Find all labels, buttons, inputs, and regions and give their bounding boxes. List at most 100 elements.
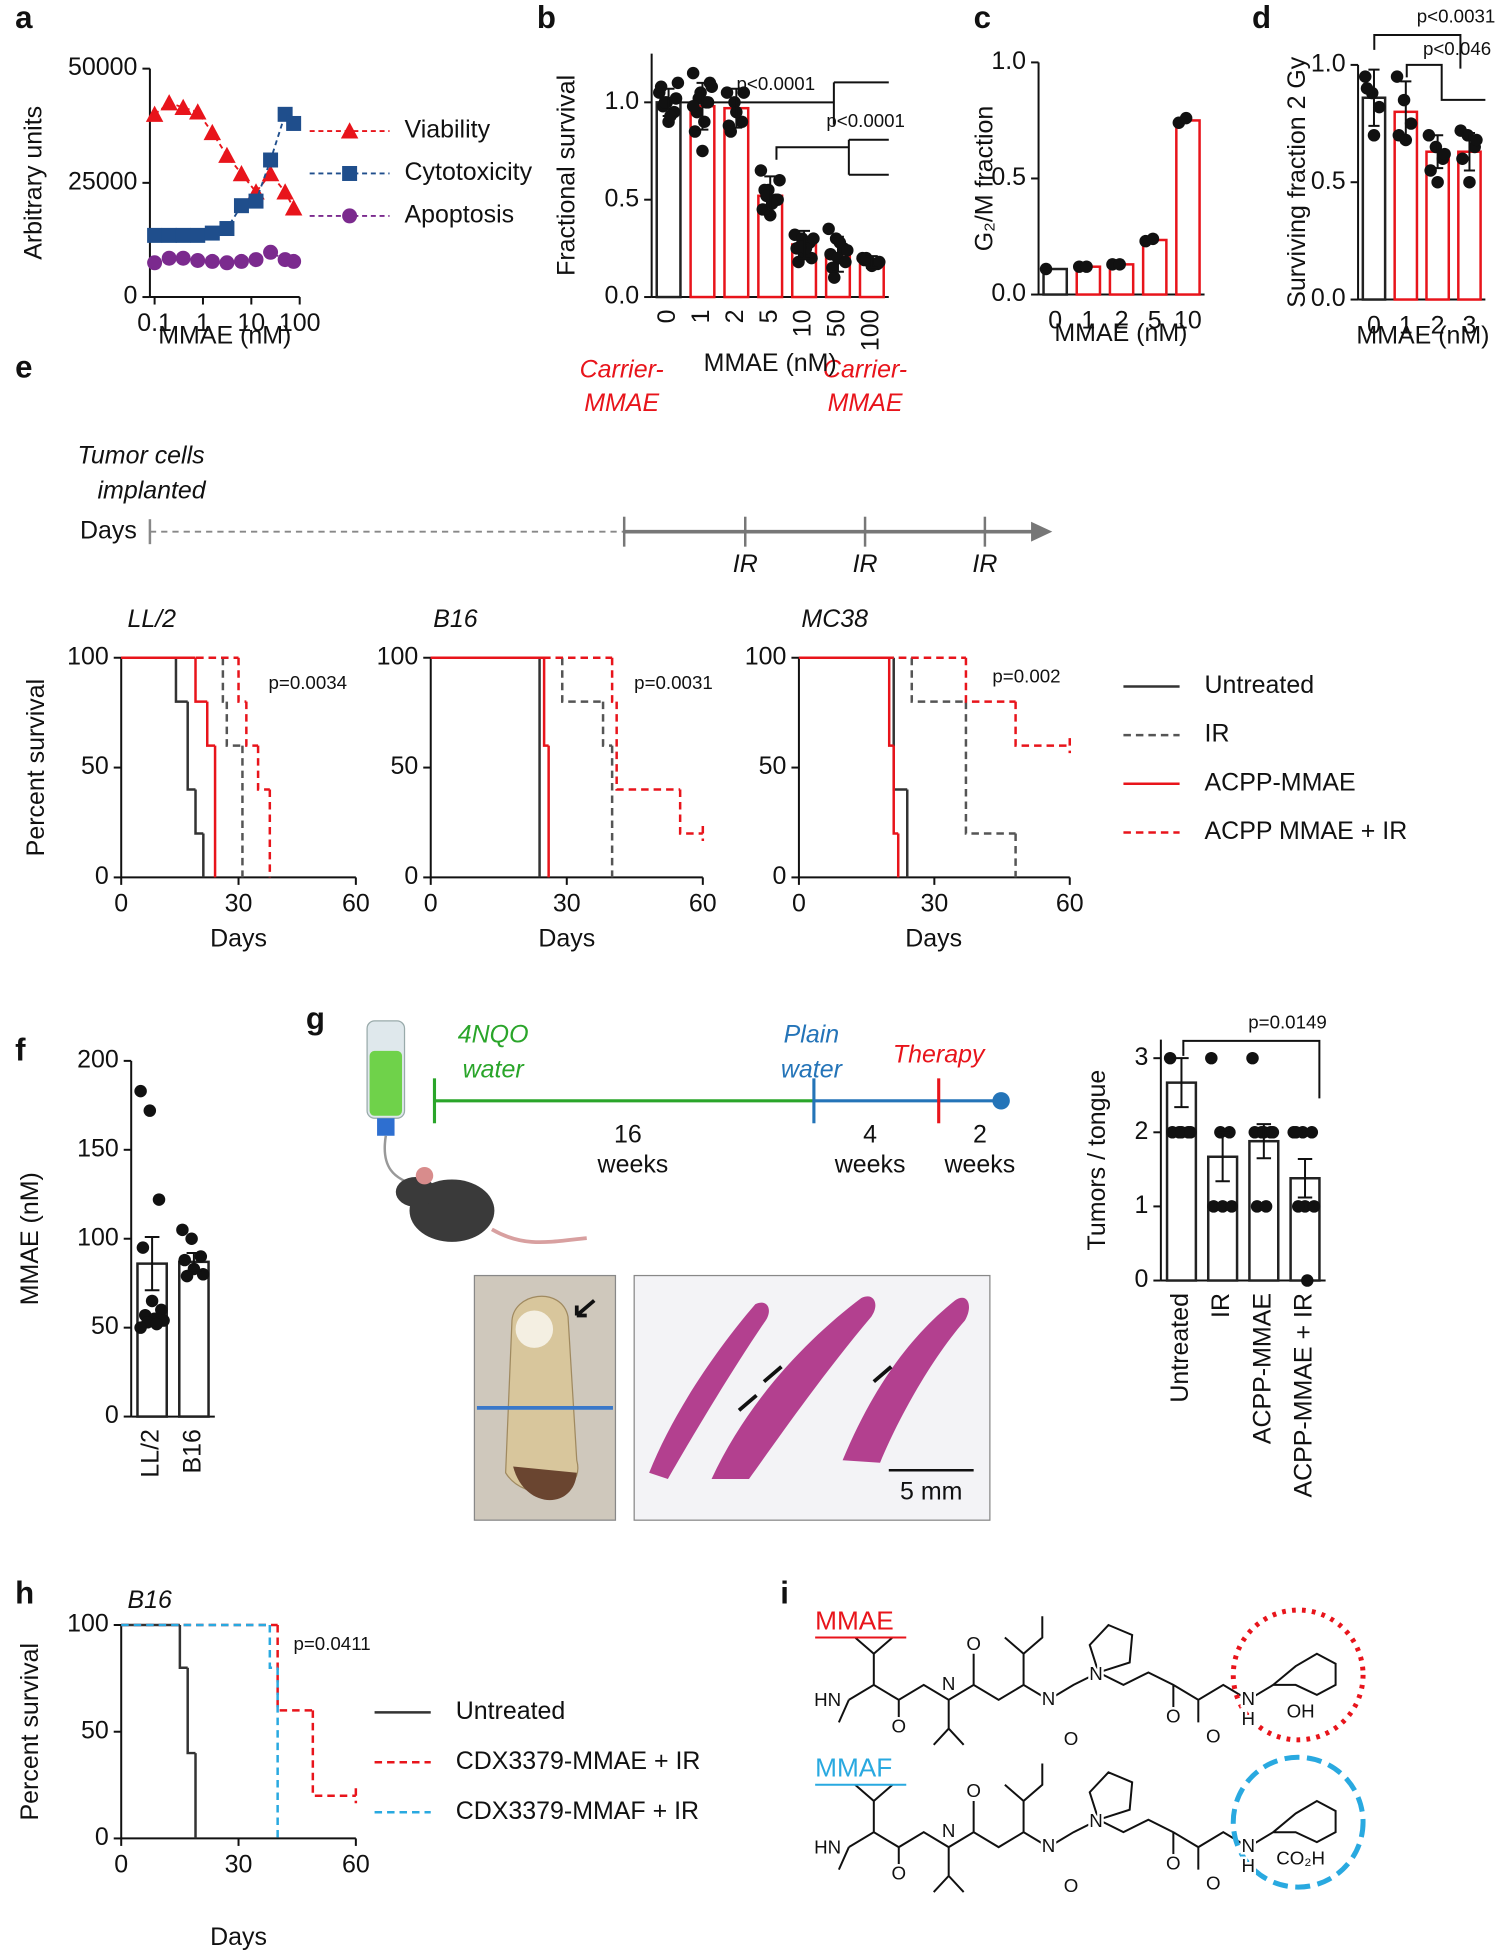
data-point: [833, 236, 847, 249]
data-point: [1367, 129, 1381, 142]
data-point: [1184, 1126, 1197, 1139]
annotation: p=0.002: [992, 666, 1060, 687]
error-bar: [1463, 131, 1476, 172]
skeleton: [837, 1616, 1337, 1746]
marker: [263, 152, 279, 168]
y-tick-label: 0.5: [604, 184, 639, 212]
data-point: [1207, 1200, 1220, 1213]
data-point: [1248, 1126, 1262, 1139]
atom-label: O: [1206, 1725, 1221, 1746]
error-bar: [1256, 1123, 1272, 1160]
data-point: [143, 1104, 157, 1117]
x-tick-label: 2: [1431, 312, 1445, 340]
bar: [1361, 96, 1387, 301]
data-point: [1305, 1126, 1319, 1139]
legend-label: CDX3379-MMAE + IR: [456, 1747, 701, 1775]
tongue: [504, 1295, 579, 1494]
x-tick-label: ACPP-MMAE + IR: [1290, 1293, 1318, 1498]
survival-step: [311, 1710, 356, 1797]
y-axis-label: MMAE (nM): [16, 1172, 44, 1305]
data-point: [1259, 1200, 1273, 1213]
significance-bracket: [1405, 63, 1486, 101]
marker: [204, 225, 220, 241]
atom-label: N: [1241, 1835, 1255, 1856]
data-point: [1397, 93, 1411, 107]
structure-name: MMAF: [815, 1753, 892, 1783]
marker: [248, 252, 264, 268]
chart: 0 50 100 0 30 60 Percent survival Days LL/2 p=0.0…: [22, 605, 1407, 953]
marker: [286, 115, 302, 131]
timeline-text: water: [781, 1055, 844, 1083]
atom-label: O: [1064, 1875, 1079, 1896]
chart-title: B16: [433, 605, 478, 633]
significance-bracket: [775, 138, 889, 176]
atom-label: O: [966, 1780, 981, 1801]
bottle-cap: [377, 1118, 395, 1136]
y-axis-label: Tumors / tongue: [1083, 1070, 1111, 1251]
x-axis-label: Days: [210, 924, 267, 952]
data-point: [1225, 1200, 1238, 1213]
x-tick-label: 0: [1048, 307, 1062, 335]
marker: [261, 164, 280, 182]
marker: [175, 250, 191, 266]
x-axis-label: MMAE (nM): [1356, 322, 1489, 350]
error-bar: [764, 175, 777, 217]
survival-step: [225, 701, 243, 747]
marker: [284, 199, 303, 216]
y-axis-label: Arbitrary units: [20, 106, 48, 260]
marker: [263, 244, 279, 260]
x-tick-label: Untreated: [1166, 1293, 1194, 1403]
bar: [1042, 267, 1069, 296]
data-point: [686, 99, 700, 113]
x-tick-label: 1: [687, 310, 715, 324]
marker: [190, 227, 206, 243]
histology: 5 mm: [633, 1274, 991, 1521]
annotation: p<0.0031: [1417, 5, 1496, 26]
survival-step: [887, 657, 894, 747]
x-tick-label: 0: [114, 889, 128, 917]
y-tick-label: 100: [77, 1223, 119, 1251]
atom-label: O: [966, 1633, 981, 1654]
data-point: [671, 76, 685, 90]
data-point: [839, 255, 852, 269]
panel-label: b: [537, 0, 556, 35]
survival-step: [910, 657, 966, 703]
x-axis-label: Days: [905, 924, 962, 952]
timeline-g: 4NQO water Plain water Therapy 16 weeks …: [366, 1020, 1015, 1245]
y-tick-label: 2: [1134, 1117, 1148, 1145]
data-point: [150, 1317, 163, 1331]
chart: 0.0 0.5 1.0 Fractional survival MMAE (nM) p<0…: [553, 53, 905, 377]
x-tick-label: 1: [196, 309, 210, 337]
error-bar: [662, 87, 675, 117]
data-point: [688, 125, 702, 138]
x-tick-label: ACPP-MMAE: [1248, 1293, 1276, 1444]
timeline-e: Tumor cells implanted Days Carrier- MMAE…: [78, 355, 1053, 578]
scale-bar-label: 5 mm: [900, 1477, 962, 1505]
data-point: [1390, 70, 1404, 83]
error-bar: [186, 1251, 202, 1272]
data-point: [654, 80, 668, 94]
chart: 0 50 100 0 30 60 Days B16 p=0.0031: [377, 605, 717, 953]
error-bar: [144, 1235, 160, 1292]
marker: [204, 253, 220, 269]
y-axis-label: G₂/M fraction: [971, 106, 999, 252]
marker: [218, 146, 236, 163]
survival-step: [194, 789, 204, 835]
timeline-text: IR: [972, 550, 997, 578]
marker: [161, 227, 177, 243]
survival-step: [178, 1625, 188, 1669]
atom-label: O: [891, 1863, 906, 1884]
marker: [342, 208, 358, 224]
timeline-text: Plain: [784, 1021, 840, 1049]
atom-label: N: [942, 1673, 956, 1694]
y-tick-label: 0: [773, 862, 787, 890]
x-tick-label: 5: [755, 310, 783, 324]
data-point: [180, 1269, 194, 1283]
y-tick-label: 50: [81, 1716, 109, 1744]
marker: [248, 193, 264, 209]
x-tick-label: 0: [424, 889, 438, 917]
legend-label: ACPP-MMAE: [1205, 768, 1356, 796]
y-axis-label: Fractional survival: [553, 75, 581, 276]
timeline-text: Carrier-: [823, 355, 907, 383]
atom-label: N: [1042, 1688, 1056, 1709]
